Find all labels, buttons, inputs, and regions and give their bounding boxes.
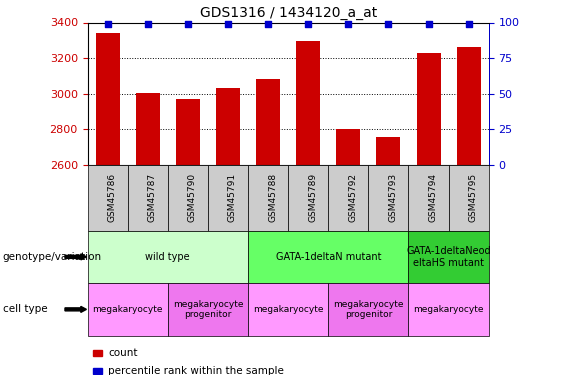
Text: wild type: wild type <box>146 252 190 262</box>
Text: genotype/variation: genotype/variation <box>3 252 102 262</box>
Bar <box>457 47 481 165</box>
Text: megakaryocyte
progenitor: megakaryocyte progenitor <box>173 300 243 319</box>
Text: megakaryocyte: megakaryocyte <box>253 305 323 314</box>
Text: count: count <box>108 348 137 358</box>
Text: GSM45795: GSM45795 <box>469 173 477 222</box>
Text: GSM45787: GSM45787 <box>147 173 157 222</box>
Text: GATA-1deltaNeod
eltaHS mutant: GATA-1deltaNeod eltaHS mutant <box>406 246 491 268</box>
Title: GDS1316 / 1434120_a_at: GDS1316 / 1434120_a_at <box>199 6 377 20</box>
Text: GSM45792: GSM45792 <box>348 173 357 222</box>
Text: GSM45786: GSM45786 <box>107 173 116 222</box>
Bar <box>216 88 240 165</box>
Point <box>224 21 233 27</box>
Bar <box>376 137 401 165</box>
Bar <box>176 99 200 165</box>
Text: GATA-1deltaN mutant: GATA-1deltaN mutant <box>276 252 381 262</box>
Bar <box>95 33 120 165</box>
Point <box>103 21 112 27</box>
Text: GSM45794: GSM45794 <box>428 173 437 222</box>
Bar <box>336 129 360 165</box>
Bar <box>136 93 160 165</box>
Point <box>304 21 313 27</box>
Text: GSM45790: GSM45790 <box>188 173 197 222</box>
Bar <box>296 41 320 165</box>
Point <box>264 21 273 27</box>
Text: GSM45788: GSM45788 <box>268 173 277 222</box>
Text: megakaryocyte: megakaryocyte <box>414 305 484 314</box>
Text: percentile rank within the sample: percentile rank within the sample <box>108 366 284 375</box>
Point <box>144 21 153 27</box>
Text: GSM45791: GSM45791 <box>228 173 237 222</box>
Bar <box>256 80 280 165</box>
Point <box>464 21 473 27</box>
Bar <box>416 53 441 165</box>
Text: megakaryocyte: megakaryocyte <box>93 305 163 314</box>
Text: GSM45789: GSM45789 <box>308 173 317 222</box>
Text: GSM45793: GSM45793 <box>389 173 397 222</box>
Text: cell type: cell type <box>3 304 47 314</box>
Text: megakaryocyte
progenitor: megakaryocyte progenitor <box>333 300 403 319</box>
Point <box>424 21 433 27</box>
Point <box>384 21 393 27</box>
Point <box>344 21 353 27</box>
Point <box>184 21 193 27</box>
